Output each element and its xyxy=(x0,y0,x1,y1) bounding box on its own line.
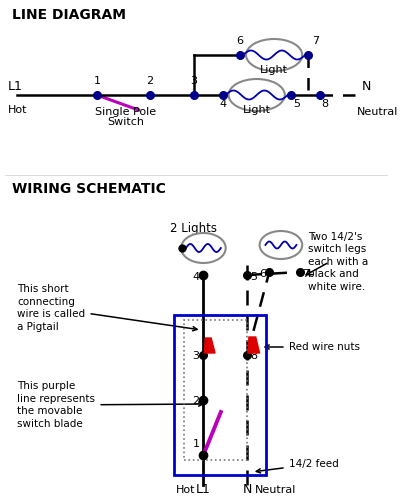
Text: This short
connecting
wire is called
a Pigtail: This short connecting wire is called a P… xyxy=(17,284,197,331)
Text: LINE DIAGRAM: LINE DIAGRAM xyxy=(12,8,126,22)
Text: 5: 5 xyxy=(250,272,257,282)
Text: 6: 6 xyxy=(237,36,244,46)
Text: Neutral: Neutral xyxy=(255,485,296,495)
Text: L1: L1 xyxy=(196,483,211,496)
Text: 14/2 feed: 14/2 feed xyxy=(256,459,339,473)
Text: 7: 7 xyxy=(302,269,309,279)
Polygon shape xyxy=(205,338,215,353)
Text: 1: 1 xyxy=(94,76,100,86)
Text: Switch: Switch xyxy=(107,117,145,127)
Text: Two 14/2's
switch legs
each with a
black and
white wire.: Two 14/2's switch legs each with a black… xyxy=(308,232,368,292)
Text: N: N xyxy=(361,80,371,93)
Text: 5: 5 xyxy=(294,99,301,109)
Text: 4: 4 xyxy=(192,272,200,282)
Text: L1: L1 xyxy=(8,80,23,93)
Text: Hot: Hot xyxy=(8,105,27,115)
Text: 2: 2 xyxy=(192,396,200,406)
Text: Neutral: Neutral xyxy=(356,107,398,117)
Text: Red wire nuts: Red wire nuts xyxy=(265,342,360,352)
Text: Light: Light xyxy=(260,65,288,75)
Text: N: N xyxy=(242,483,252,496)
Text: 3: 3 xyxy=(192,351,200,361)
Polygon shape xyxy=(248,337,260,353)
Text: 3: 3 xyxy=(190,76,197,86)
Text: 8: 8 xyxy=(322,99,329,109)
Text: 2: 2 xyxy=(147,76,154,86)
Text: WIRING SCHEMATIC: WIRING SCHEMATIC xyxy=(12,182,166,196)
Text: 7: 7 xyxy=(312,36,319,46)
Text: 8: 8 xyxy=(250,351,257,361)
Text: 1: 1 xyxy=(192,439,200,449)
Text: Single Pole: Single Pole xyxy=(95,107,156,117)
Bar xyxy=(175,315,266,475)
Text: Hot: Hot xyxy=(176,485,196,495)
Bar xyxy=(184,320,247,460)
Text: 2 Lights: 2 Lights xyxy=(170,222,217,235)
Text: 6: 6 xyxy=(259,269,266,279)
Text: 4: 4 xyxy=(219,99,226,109)
Text: This purple
line represents
the movable
switch blade: This purple line represents the movable … xyxy=(17,381,203,429)
Text: Light: Light xyxy=(243,105,271,115)
